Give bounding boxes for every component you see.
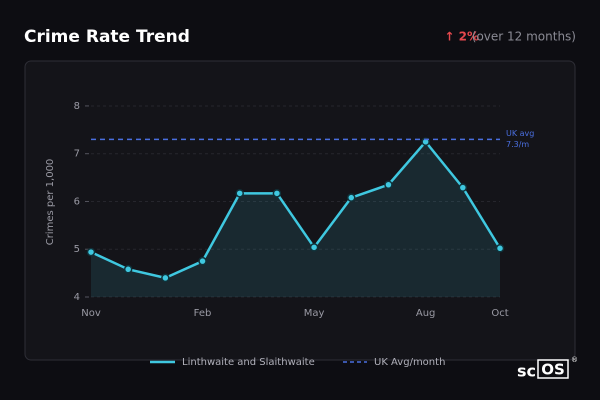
y-axis-label: Crimes per 1,000 [45,159,56,246]
x-tick-label: Nov [81,308,101,319]
x-tick-label: Oct [491,308,508,319]
point [198,256,207,266]
chart-panel [24,60,576,361]
point [458,183,468,192]
point [272,189,282,198]
x-tick-label: Aug [416,308,436,319]
line [90,140,502,280]
brand-mark: ® [571,356,578,364]
point [347,193,356,202]
brand-text: sc [517,362,536,381]
change-value: ↑ 2% [444,30,479,44]
reference-label: 7.3/m [506,140,529,149]
y-tick-label: 8 [74,101,80,112]
x-tick-label: Feb [194,308,212,319]
brand-box-text: OS [541,361,565,379]
point [161,273,170,283]
point [384,180,393,190]
point [123,265,133,274]
point [309,243,319,252]
legend-label: Linthwaite and Slaithwaite [182,357,315,368]
y-tick-label: 7 [74,149,80,160]
x-tick-label: May [304,308,325,319]
y-tick-label: 5 [74,244,80,255]
y-tick-label: 4 [74,292,80,303]
brand-box [537,359,569,379]
widget-title: Crime Rate Trend [24,27,190,47]
point [495,244,505,253]
reference-label: UK avg [506,129,534,138]
change-period: (over 12 months) [472,30,576,44]
y-tick-label: 6 [74,196,80,207]
point [235,189,244,198]
legend-label: UK Avg/month [374,357,445,368]
point [86,247,96,257]
area [91,141,500,297]
